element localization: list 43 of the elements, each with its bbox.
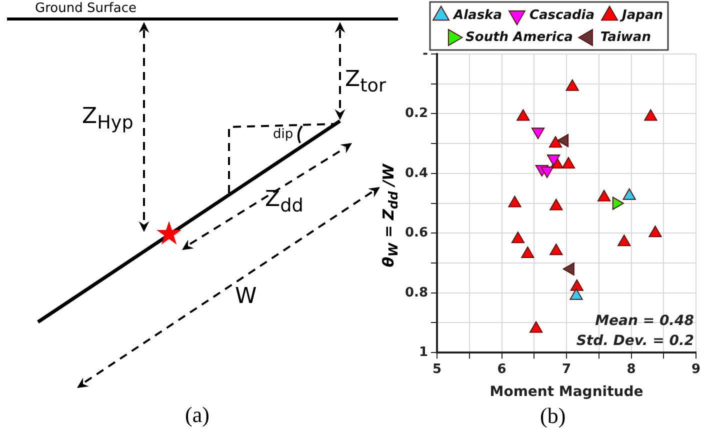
point [648,226,662,238]
x-tick-label: 5 [432,362,442,377]
text: (a) [185,402,210,428]
point [622,188,636,200]
y-tick-label: 1 [418,344,428,360]
x-tick-label: 7 [562,362,572,377]
text: (b) [540,403,566,429]
point [521,246,534,258]
y-tick-label: 0.8 [405,285,428,300]
annotation: Mean = 0.48 [595,313,694,330]
point [644,109,658,121]
point [548,136,562,148]
point [566,79,579,91]
point [570,279,584,291]
text: dip [273,127,294,142]
point [530,321,543,333]
text: Ground Surface [35,1,136,16]
point [618,234,631,246]
legend-label: Cascadia [529,8,595,23]
text: W [235,284,257,310]
x-tick-label: 6 [497,362,506,377]
point [550,198,563,210]
y-tick-label: 0.4 [405,166,428,181]
x-tick-label: 9 [691,362,701,377]
point [570,288,583,300]
x-tick-label: 8 [626,362,636,377]
x-axis-title: Moment Magnitude [490,384,644,400]
point [511,232,525,244]
legend-label: South America [466,30,573,45]
annotation: Std. Dev. = 0.2 [576,333,694,350]
point [562,156,576,168]
y-tick-label: 0.2 [405,106,428,122]
point [508,196,522,208]
y-tick-label: 0.6 [405,226,428,241]
text: Z$_{Hyp}$ [82,104,134,134]
legend-label: Alaska [452,8,502,23]
point [516,109,530,121]
y-tick-label: - [422,46,428,62]
legend-label: Japan [619,8,663,23]
point [550,244,563,256]
text: Z$_{tor}$ [345,67,386,97]
point [598,190,611,202]
legend-label: Taiwan [600,30,651,45]
